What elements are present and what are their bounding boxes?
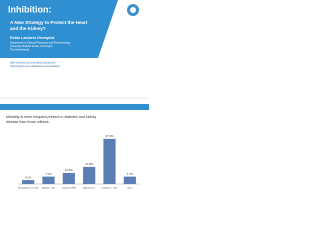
affiliation: Department of Clinical Pharmacy and Phar… bbox=[10, 41, 71, 45]
chart: 4.1% No diabetes, no CKD 7.7% Diabetes only… bbox=[18, 134, 136, 190]
affiliation: University Medical Center Groningen bbox=[10, 44, 53, 48]
slide-title: Inhibition: bbox=[8, 4, 51, 14]
value-label: 47.0% bbox=[106, 134, 114, 138]
bar bbox=[83, 166, 96, 184]
slide-2-band bbox=[0, 104, 149, 110]
x-tick-label: Other bbox=[127, 187, 133, 190]
slide-subtitle: and the Kidney? bbox=[10, 26, 46, 31]
note: Nephrologists and collaborators acknowle… bbox=[10, 65, 60, 68]
bar bbox=[123, 176, 136, 184]
value-label: 17.8% bbox=[85, 162, 93, 166]
affiliation: The Netherlands bbox=[10, 48, 30, 52]
x-tick-label: Albuminuria bbox=[83, 187, 95, 190]
slide-subtitle: A New Strategy to Protect the Heart bbox=[10, 20, 88, 25]
bar bbox=[62, 172, 75, 184]
slide-heading: Mortality is more frequent present in di… bbox=[6, 115, 96, 119]
value-label: 11.5% bbox=[65, 168, 73, 172]
x-tick-label: Diabetes only bbox=[42, 187, 56, 190]
bar bbox=[103, 138, 116, 184]
x-tick-label: Impaired GFR bbox=[62, 187, 76, 190]
note: Slide courtesy and consultancy disclosur… bbox=[10, 62, 56, 65]
logo-inner bbox=[130, 7, 136, 13]
value-label: 4.1% bbox=[25, 175, 32, 179]
value-label: 7.7% bbox=[45, 172, 52, 176]
bar bbox=[22, 180, 35, 184]
author: Robin Lambers Heerspink bbox=[10, 36, 55, 40]
x-tick-label: No diabetes, no CKD bbox=[18, 187, 39, 190]
header-band bbox=[0, 0, 118, 58]
x-tick-label: Diabetes + CKD bbox=[102, 187, 118, 190]
slide-heading: disease than those without. bbox=[6, 120, 50, 124]
bar bbox=[42, 176, 55, 184]
value-label: 7.7% bbox=[127, 172, 134, 176]
page: Inhibition: A New Strategy to Protect th… bbox=[0, 0, 149, 198]
